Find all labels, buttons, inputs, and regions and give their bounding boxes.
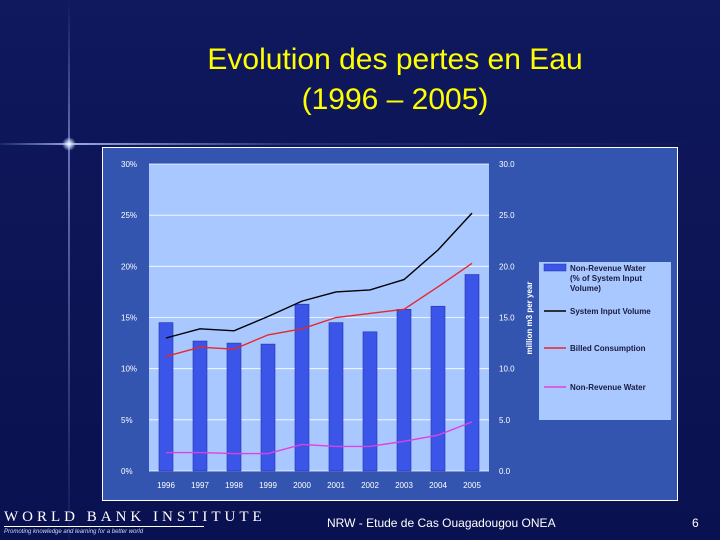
legend-swatch-bar [543,263,567,272]
bar-nrw-percent [158,322,174,472]
right-tick-label: 5.0 [499,416,511,425]
x-tick-label: 1999 [259,481,277,490]
right-tick-label: 0.0 [499,467,511,476]
x-tick-label: 1996 [157,481,175,490]
bar-nrw-percent [192,340,208,472]
left-tick-label: 0% [121,467,133,476]
logo-text: WORLD BANK INSTITUTE [4,509,266,525]
line-billed-consumption [165,262,473,358]
bar-nrw-percent [396,309,412,472]
x-tick-label: 1997 [191,481,209,490]
legend-box [539,262,671,420]
bar-nrw-percent [226,342,242,472]
bar-nrw-percent [260,343,276,472]
left-tick-label: 10% [121,365,137,374]
logo-rule [4,526,204,527]
legend-label: System Input Volume [570,307,651,316]
x-tick-label: 2002 [361,481,379,490]
left-tick-label: 15% [121,314,137,323]
logo-tagline: Promoting knowledge and learning for a b… [4,529,144,535]
slide-title: Evolution des pertes en Eau (1996 – 2005… [100,40,690,120]
bar-nrw-percent [294,303,310,472]
legend-label: Volume) [570,284,601,293]
right-tick-label: 20.0 [499,262,515,271]
lens-flare-horizontal [0,143,720,145]
chart-legend: Non-Revenue Water(% of System InputVolum… [539,262,671,420]
chart-frame: 0% 0.0 5% 5.0 10% 10.0 15% 15.0 20% 20.0 25% 25.0 30… [102,147,678,501]
world-bank-institute-logo: WORLD BANK INSTITUTE Promoting knowledge… [4,509,266,535]
footer-caption: NRW - Etude de Cas Ouagadougou ONEA [327,516,556,530]
x-tick-label: 2005 [463,481,481,490]
x-tick-label: 1998 [225,481,243,490]
right-tick-label: 15.0 [499,314,515,323]
lens-flare-star [62,137,76,151]
right-tick-label: 30.0 [499,160,515,169]
lens-flare-vertical [68,0,70,540]
left-tick-label: 20% [121,262,137,271]
x-tick-label: 2003 [395,481,413,490]
bar-nrw-percent [328,322,344,472]
legend-label: Non-Revenue Water [570,264,646,273]
left-tick-label: 5% [121,416,133,425]
x-tick-label: 2001 [327,481,345,490]
right-axis-title: million m3 per year [525,282,534,355]
bar-nrw-percent [464,274,480,472]
bar-nrw-percent [430,305,446,472]
legend-label: (% of System Input [570,274,642,283]
right-tick-label: 10.0 [499,365,515,374]
legend-label: Billed Consumption [570,344,646,353]
line-system-input-volume [165,212,473,339]
nrw-chart: 0% 0.0 5% 5.0 10% 10.0 15% 15.0 20% 20.0 25% 25.0 30… [103,148,677,500]
x-tick-label: 2000 [293,481,311,490]
left-tick-label: 25% [121,211,137,220]
line-non-revenue-water [166,421,473,455]
page-number: 6 [692,516,699,530]
slide-title-line2: (1996 – 2005) [301,83,489,116]
bar-nrw-percent [362,331,378,472]
right-tick-label: 25.0 [499,211,515,220]
x-tick-label: 2004 [429,481,447,490]
left-tick-label: 30% [121,160,137,169]
legend-label: Non-Revenue Water [570,383,646,392]
slide-title-line1: Evolution des pertes en Eau [207,43,583,76]
